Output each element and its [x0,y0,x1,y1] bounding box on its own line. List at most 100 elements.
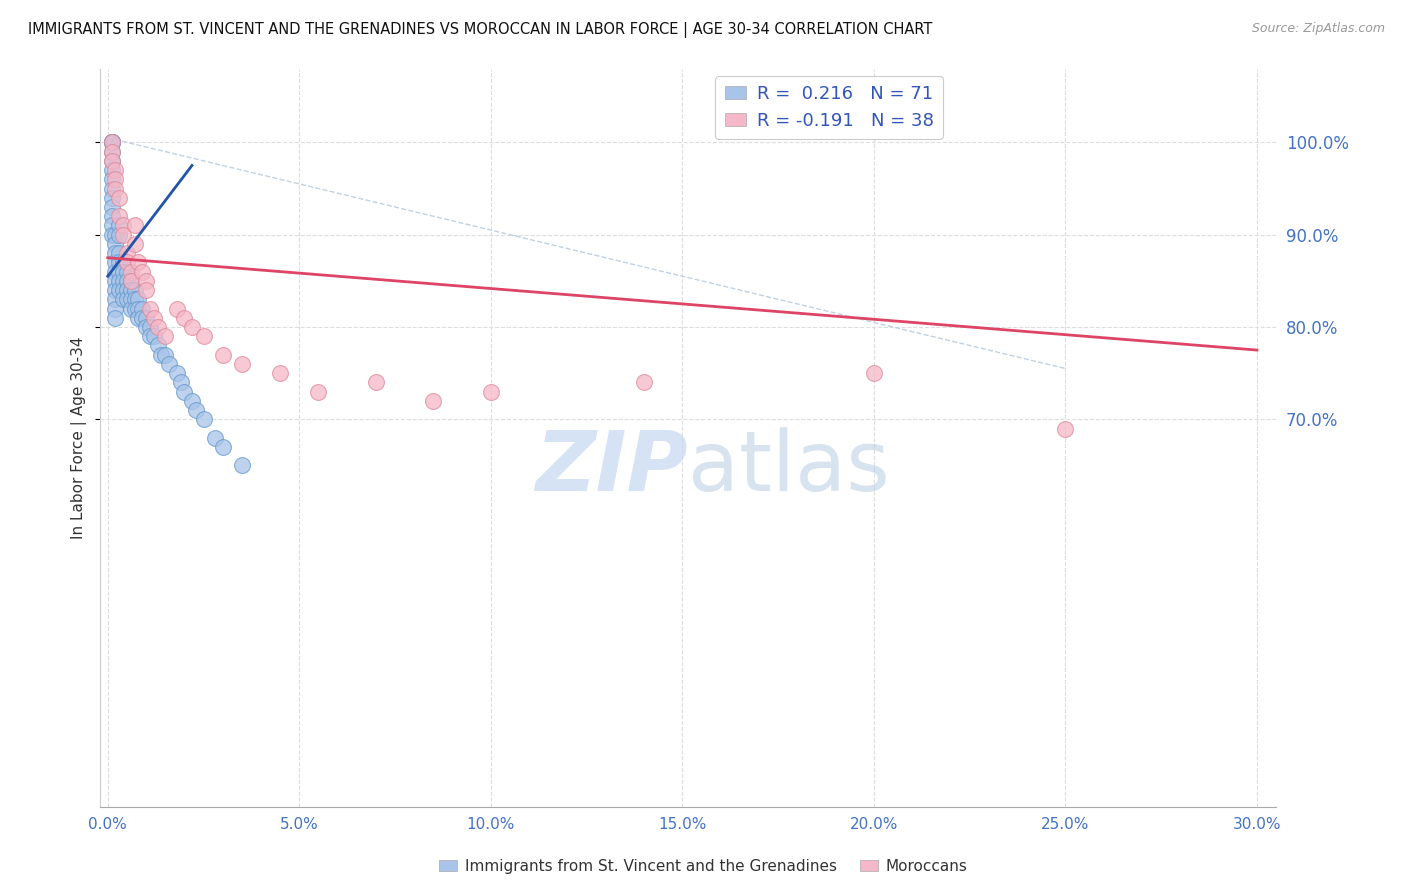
Point [193,412,215,426]
Point [108,255,131,269]
Point [146,338,169,352]
Point [108,191,131,205]
Point [124,236,146,251]
Point [139,329,162,343]
Point [211,440,233,454]
Point [153,329,176,343]
Point [150,348,173,362]
Point [204,431,226,445]
Point [104,264,127,278]
Point [112,264,135,278]
Point [131,310,153,325]
Point [100,172,122,186]
Point [104,310,127,325]
Point [115,274,138,288]
Point [153,348,176,362]
Point [108,264,131,278]
Point [104,301,127,316]
Point [231,458,253,473]
Point [157,357,180,371]
Point [131,264,153,278]
Point [166,301,188,316]
Point [166,366,188,380]
Point [131,301,153,316]
Point [104,255,127,269]
Point [124,219,146,233]
Point [108,274,131,288]
Point [104,236,127,251]
Point [112,255,135,269]
Point [269,366,291,380]
Point [135,283,157,297]
Point [100,163,122,178]
Point [108,219,131,233]
Point [104,181,127,195]
Point [100,145,122,159]
Point [124,301,146,316]
Point [112,283,135,297]
Point [100,191,122,205]
Point [115,283,138,297]
Legend: R =  0.216   N = 71, R = -0.191   N = 38: R = 0.216 N = 71, R = -0.191 N = 38 [716,76,943,139]
Point [108,246,131,260]
Point [120,274,142,288]
Point [124,293,146,307]
Point [146,320,169,334]
Point [307,384,329,399]
Point [135,310,157,325]
Point [100,136,122,150]
Text: atlas: atlas [688,426,890,508]
Point [104,172,127,186]
Point [112,274,135,288]
Point [124,283,146,297]
Point [181,320,204,334]
Point [100,219,122,233]
Point [422,393,444,408]
Point [108,227,131,242]
Point [142,329,165,343]
Point [100,136,122,150]
Point [115,264,138,278]
Point [100,136,122,150]
Point [100,209,122,223]
Point [135,274,157,288]
Point [127,301,149,316]
Point [112,293,135,307]
Point [364,376,387,390]
Point [104,274,127,288]
Point [100,153,122,168]
Point [104,283,127,297]
Point [120,283,142,297]
Point [139,320,162,334]
Point [108,209,131,223]
Point [115,246,138,260]
Point [1054,421,1077,435]
Text: Source: ZipAtlas.com: Source: ZipAtlas.com [1251,22,1385,36]
Point [108,283,131,297]
Point [479,384,502,399]
Point [633,376,655,390]
Point [100,181,122,195]
Point [112,219,135,233]
Point [104,227,127,242]
Point [231,357,253,371]
Point [173,384,195,399]
Point [120,293,142,307]
Point [193,329,215,343]
Text: ZIP: ZIP [536,426,688,508]
Point [169,376,191,390]
Point [184,403,207,417]
Point [863,366,886,380]
Point [181,393,204,408]
Point [100,227,122,242]
Point [100,145,122,159]
Point [112,227,135,242]
Point [115,293,138,307]
Point [142,310,165,325]
Point [139,301,162,316]
Point [100,136,122,150]
Point [120,264,142,278]
Point [100,136,122,150]
Point [120,301,142,316]
Text: IMMIGRANTS FROM ST. VINCENT AND THE GRENADINES VS MOROCCAN IN LABOR FORCE | AGE : IMMIGRANTS FROM ST. VINCENT AND THE GREN… [28,22,932,38]
